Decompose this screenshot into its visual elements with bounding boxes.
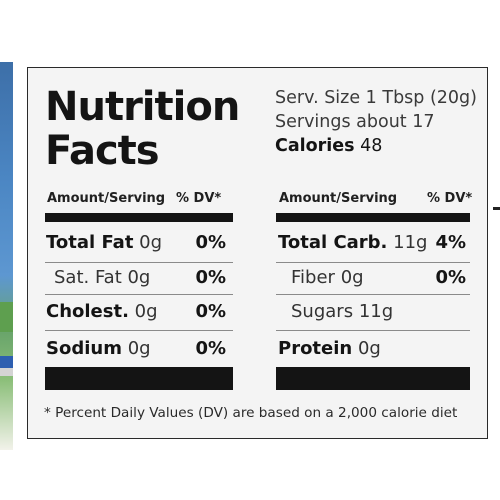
row-value: 0g [134,301,158,322]
left-divider-1 [45,262,233,263]
right-thick-rule [276,213,470,222]
row-label: Total Fat [46,232,134,253]
package-graphic-edge [0,62,13,450]
row-value: 11g [393,232,428,253]
right-row-sugars: Sugars 11g [291,301,393,322]
left-row-sodium-dv: 0% [195,338,226,359]
right-header-dv: % DV* [427,191,473,206]
left-thick-rule [45,213,233,222]
left-divider-2 [45,294,233,295]
left-row-sat-fat-dv: 0% [195,267,226,288]
nutrition-facts-panel: Nutrition Facts Serv. Size 1 Tbsp (20g) … [27,67,488,439]
row-value: 0g [357,338,381,359]
left-bottom-bar [45,367,233,390]
row-label: Sat. Fat [54,267,122,288]
right-divider-3 [276,330,470,331]
row-label: Sugars [291,301,354,322]
right-divider-1 [276,262,470,263]
left-row-total-fat-dv: 0% [195,232,226,253]
serving-info: Serv. Size 1 Tbsp (20g) Servings about 1… [275,86,477,158]
serving-size: Serv. Size 1 Tbsp (20g) [275,88,477,108]
package-flag-stripe [0,368,13,376]
right-row-total-carb: Total Carb. 11g [278,232,427,253]
package-flag-graphic [0,356,13,368]
servings-per-container: Servings about 17 [275,112,435,132]
daily-value-footnote: * Percent Daily Values (DV) are based on… [44,405,458,421]
package-grass-graphic [0,302,13,332]
left-divider-3 [45,330,233,331]
right-row-protein: Protein 0g [278,338,381,359]
right-row-fiber-dv: 0% [435,267,466,288]
row-value: 0g [127,267,151,288]
package-edge-mark [493,207,500,210]
calories-value: 48 [360,136,383,156]
row-label: Sodium [46,338,122,359]
left-row-sat-fat: Sat. Fat 0g [54,267,150,288]
right-row-fiber: Fiber 0g [291,267,364,288]
nutrition-facts-title: Nutrition Facts [45,85,255,173]
row-label: Total Carb. [278,232,388,253]
row-value: 11g [358,301,394,322]
row-value: 0g [340,267,364,288]
left-row-total-fat: Total Fat 0g [46,232,162,253]
left-header-amount: Amount/Serving [47,191,166,206]
title-line-1: Nutrition [45,84,240,130]
right-row-total-carb-dv: 4% [435,232,466,253]
calories-label: Calories [275,136,355,156]
left-row-cholest: Cholest. 0g [46,301,158,322]
right-divider-2 [276,294,470,295]
row-label: Fiber [291,267,335,288]
left-header-dv: % DV* [176,191,222,206]
title-line-2: Facts [45,128,160,174]
row-value: 0g [127,338,151,359]
left-row-cholest-dv: 0% [195,301,226,322]
row-label: Protein [278,338,353,359]
right-header-amount: Amount/Serving [279,191,398,206]
row-label: Cholest. [46,301,129,322]
row-value: 0g [139,232,163,253]
right-bottom-bar [276,367,470,390]
calories-line: Calories 48 [275,134,475,158]
left-row-sodium: Sodium 0g [46,338,151,359]
